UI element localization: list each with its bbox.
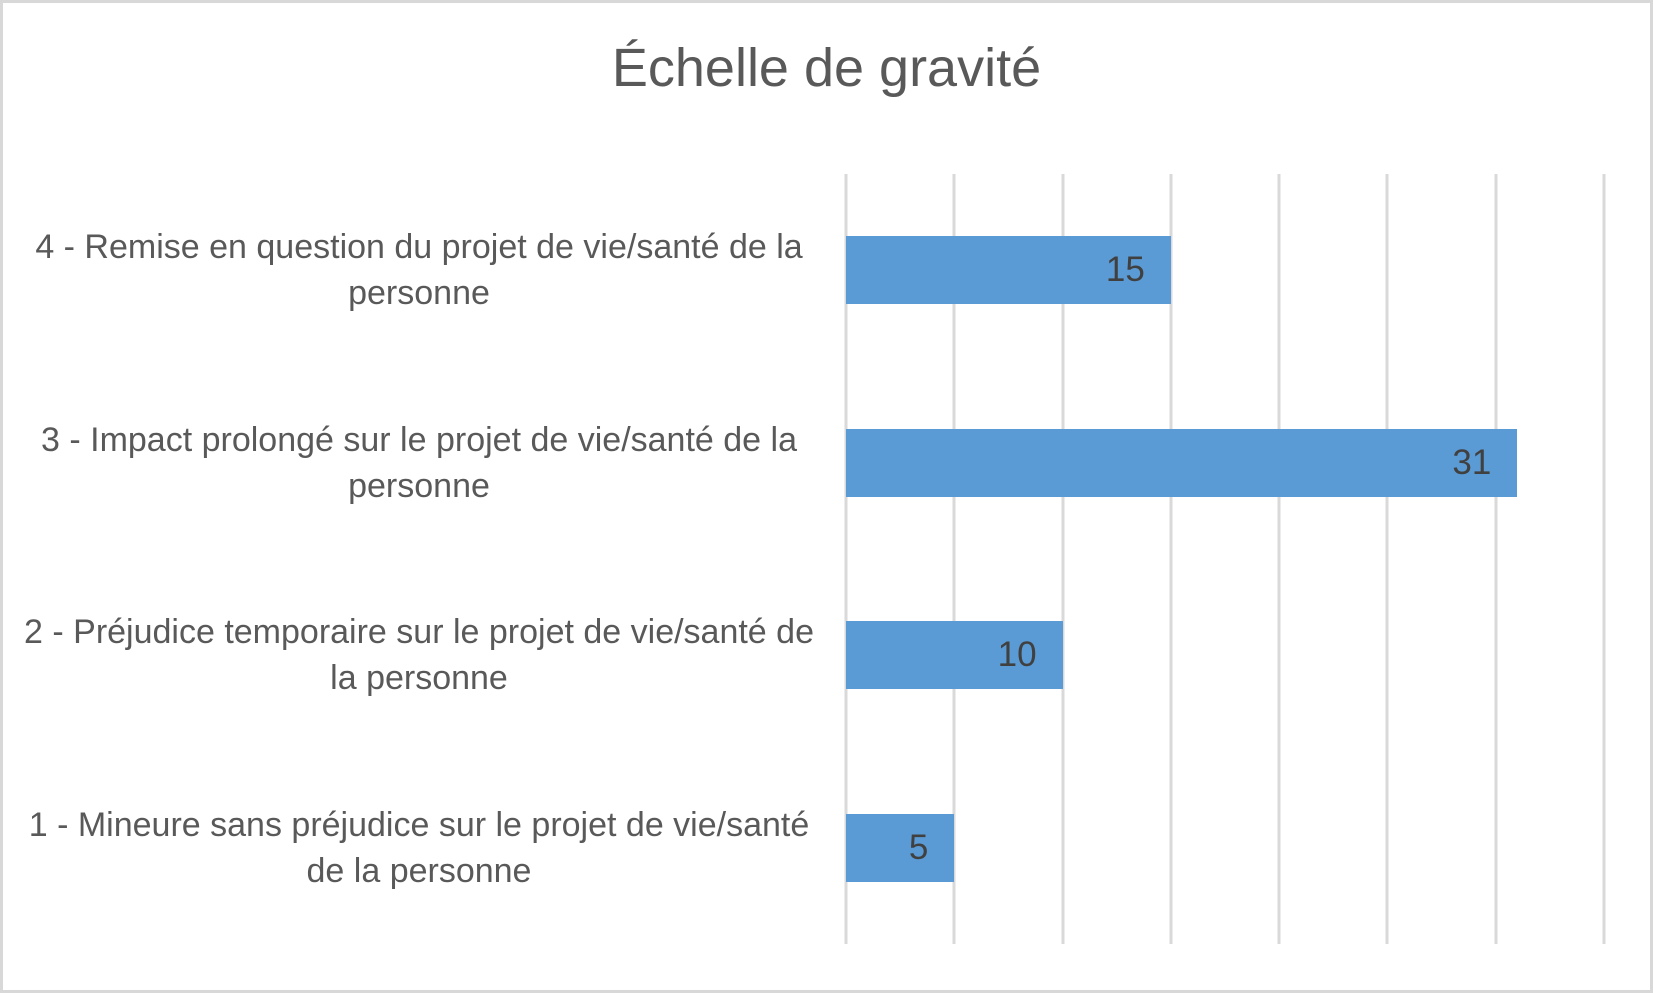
gridline (952, 174, 956, 944)
bar-row: 15 (846, 174, 1604, 367)
category-row: 4 - Remise en question du projet de vie/… (15, 174, 823, 367)
plot-area: 15 31 10 5 (844, 174, 1606, 945)
category-axis-labels: 4 - Remise en question du projet de vie/… (15, 174, 823, 944)
gridline (1602, 174, 1606, 944)
gridline (1061, 174, 1065, 944)
bar-value-label: 15 (1105, 250, 1145, 290)
bar: 31 (846, 428, 1518, 497)
bar-value-label: 10 (997, 635, 1037, 675)
gridline (1385, 174, 1389, 944)
category-label: 4 - Remise en question du projet de vie/… (35, 228, 803, 313)
category-row: 3 - Impact prolongé sur le projet de vie… (15, 367, 823, 560)
gridline (1494, 174, 1498, 944)
bar: 10 (846, 621, 1063, 690)
category-row: 1 - Mineure sans préjudice sur le projet… (15, 752, 823, 945)
gridline (844, 174, 848, 944)
bar: 5 (846, 813, 955, 882)
bar-row: 31 (846, 367, 1604, 560)
category-label: 1 - Mineure sans préjudice sur le projet… (28, 805, 810, 890)
gridline (1277, 174, 1281, 944)
chart-title: Échelle de gravité (611, 38, 1042, 98)
bar-value-label: 31 (1452, 442, 1492, 482)
gridline (1169, 174, 1173, 944)
bar-value-label: 5 (908, 827, 929, 867)
category-label: 2 - Préjudice temporaire sur le projet d… (24, 613, 814, 698)
bar-row: 5 (846, 752, 1604, 945)
bar-row: 10 (846, 559, 1604, 752)
category-label: 3 - Impact prolongé sur le projet de vie… (41, 420, 797, 505)
category-row: 2 - Préjudice temporaire sur le projet d… (15, 559, 823, 752)
bar: 15 (846, 236, 1171, 305)
